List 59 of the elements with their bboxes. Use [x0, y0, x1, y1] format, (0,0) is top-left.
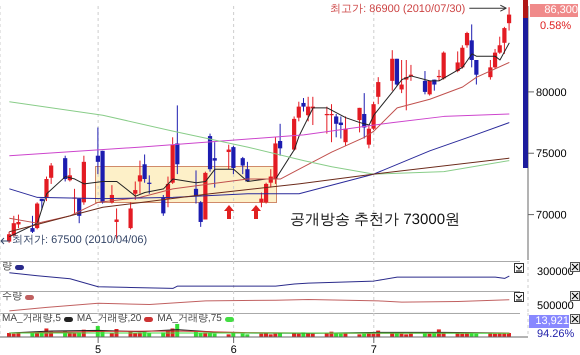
bar: [362, 334, 366, 337]
line-series: [8, 101, 510, 175]
text: 300000: [537, 266, 574, 279]
candlestick: [470, 24, 474, 68]
x-tick-label: 6: [230, 344, 237, 355]
legend-label: MA_거래량,75: [157, 313, 222, 324]
candlestick: [128, 202, 133, 230]
candlestick: [376, 76, 380, 105]
candlestick: [408, 64, 414, 82]
y-tick-label: 80000: [536, 86, 567, 99]
legend-label: MA_거래량,20: [76, 313, 142, 324]
candlestick: [63, 155, 68, 182]
candlestick: [498, 36, 502, 54]
candlestick: [422, 70, 428, 95]
candlestick: [400, 59, 404, 94]
candlestick: [161, 194, 166, 216]
text: 0.58%: [540, 20, 572, 33]
candlestick: [301, 98, 306, 112]
line-series: [8, 113, 510, 156]
y-tick-label: 75000: [536, 148, 567, 160]
text: 13,921: [529, 315, 569, 328]
candlestick: [492, 48, 498, 70]
legend-label: MA_거래량,5: [2, 313, 61, 324]
candlestick: [226, 144, 231, 170]
candlestick: [175, 104, 180, 175]
candlestick: [133, 180, 138, 200]
x-tick-label: 7: [370, 344, 377, 355]
text: 500000: [537, 300, 574, 313]
y-tick-label: 70000: [536, 210, 567, 222]
candlestick: [506, 6, 512, 32]
candlestick: [147, 174, 152, 194]
x-tick-label: 5: [95, 344, 102, 355]
line-series: [8, 122, 510, 200]
annotation: 최저가: 67500 (2010/04/06): [12, 234, 148, 247]
candlestick: [474, 59, 478, 86]
candlestick: [198, 200, 203, 228]
bar: [400, 334, 404, 337]
candlestick: [278, 123, 282, 156]
candlestick: [231, 145, 236, 175]
candlestick: [142, 154, 147, 184]
candlestick: [357, 107, 362, 133]
annotation: 최고가: 86900 (2010/07/30): [330, 3, 466, 16]
text: 86,300: [530, 4, 578, 17]
candlestick: [240, 156, 245, 175]
candlestick: [296, 101, 301, 122]
bar: [428, 334, 432, 337]
candlestick: [464, 31, 470, 48]
candlestick: [138, 160, 142, 194]
candlestick: [428, 80, 432, 96]
candlestick: [30, 215, 35, 234]
legend-label: 량: [2, 261, 12, 272]
annotation: 공개방송 추천가 73000원: [290, 211, 460, 228]
legend-label: 수량: [2, 291, 22, 302]
candlestick: [362, 92, 366, 140]
candlestick: [390, 50, 394, 92]
text: 94.26%: [537, 328, 574, 341]
line-series: [8, 158, 510, 232]
candlestick: [502, 26, 507, 54]
candlestick: [49, 162, 54, 184]
